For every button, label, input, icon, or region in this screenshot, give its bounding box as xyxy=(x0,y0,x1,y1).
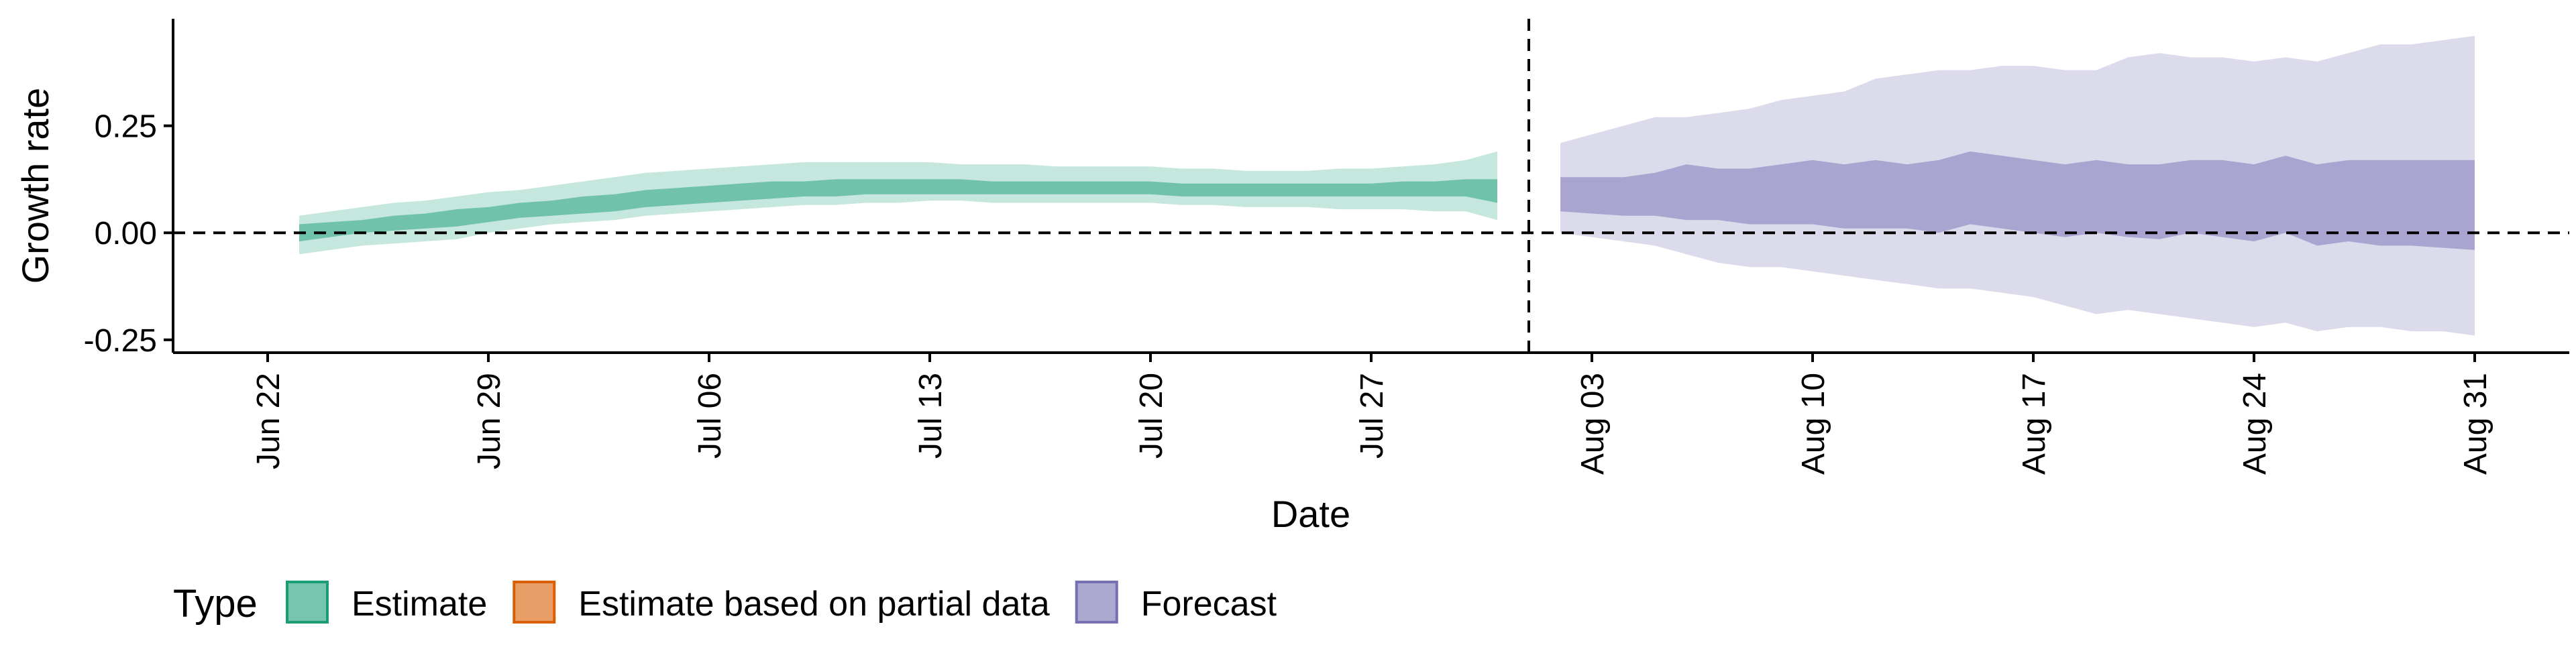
x-tick-label: Jul 06 xyxy=(692,373,728,459)
y-ticks: 0.25 0.00 -0.25 xyxy=(84,109,173,359)
x-ticks: Jun 22 Jun 29 Jul 06 Jul 13 Jul 20 Jul 27 Aug … xyxy=(251,353,2493,475)
y-axis-title: Growth rate xyxy=(14,88,56,284)
y-tick-label: -0.25 xyxy=(84,323,157,359)
legend-label-forecast: Forecast xyxy=(1141,585,1277,624)
bands-layer xyxy=(299,36,2475,336)
estimate-90-interval-band xyxy=(299,151,1497,255)
x-tick-label: Jul 27 xyxy=(1354,373,1390,459)
y-tick-label: 0.00 xyxy=(95,216,157,251)
legend-swatch-estimate-based-on-partial-data xyxy=(513,581,556,624)
legend-swatch-forecast xyxy=(1075,581,1118,624)
y-tick-label: 0.25 xyxy=(95,109,157,145)
x-tick-label: Jun 22 xyxy=(251,373,286,469)
x-tick-label: Aug 10 xyxy=(1796,373,1831,475)
x-tick-label: Aug 31 xyxy=(2458,373,2493,475)
forecast-50-interval-band xyxy=(1560,151,2475,250)
legend-swatch-estimate xyxy=(286,581,329,624)
legend-title: Type xyxy=(173,582,258,626)
legend: Type Estimate Estimate based on partial d… xyxy=(173,581,1277,626)
x-tick-label: Aug 03 xyxy=(1575,373,1611,475)
estimate-50-interval-band xyxy=(299,179,1497,241)
x-tick-label: Aug 24 xyxy=(2237,373,2273,475)
legend-label-estimate: Estimate xyxy=(352,585,487,624)
x-tick-label: Aug 17 xyxy=(2017,373,2052,475)
x-tick-label: Jul 13 xyxy=(913,373,949,459)
x-axis-title: Date xyxy=(1271,493,1350,535)
x-tick-label: Jul 20 xyxy=(1134,373,1169,459)
legend-label-estimate-based-on-partial-data: Estimate based on partial data xyxy=(578,585,1050,624)
reference-lines xyxy=(173,19,2569,353)
x-tick-label: Jun 29 xyxy=(472,373,507,469)
